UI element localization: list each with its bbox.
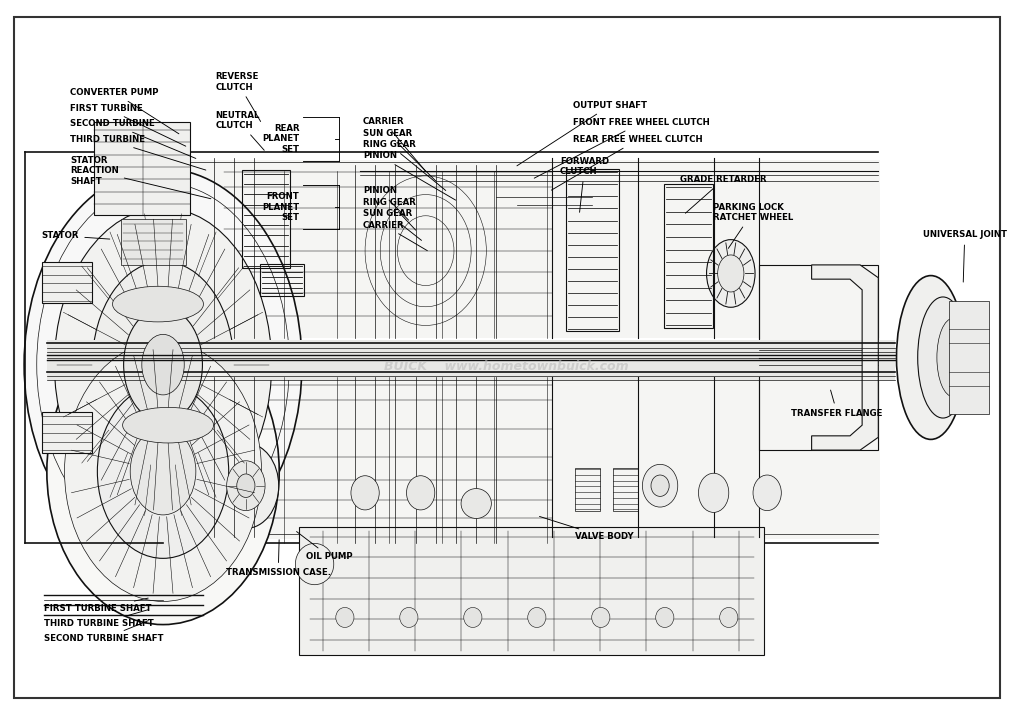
Ellipse shape xyxy=(47,318,279,625)
Text: SECOND TURBINE SHAFT: SECOND TURBINE SHAFT xyxy=(44,621,163,644)
Ellipse shape xyxy=(92,262,234,468)
Text: RING GEAR: RING GEAR xyxy=(364,198,416,230)
Ellipse shape xyxy=(655,608,674,628)
Text: CARRIER: CARRIER xyxy=(364,220,427,251)
Ellipse shape xyxy=(643,464,678,507)
Bar xyxy=(566,169,618,331)
Text: TRANSFER FLANGE: TRANSFER FLANGE xyxy=(792,390,883,418)
Text: SUN GEAR: SUN GEAR xyxy=(364,129,435,181)
Text: STATOR
REACTION
SHAFT: STATOR REACTION SHAFT xyxy=(70,156,211,199)
Text: FRONT
PLANET
SET: FRONT PLANET SET xyxy=(262,192,300,222)
Ellipse shape xyxy=(918,297,968,418)
Text: FORWARD
CLUTCH: FORWARD CLUTCH xyxy=(560,157,609,212)
Text: REVERSE
CLUTCH: REVERSE CLUTCH xyxy=(216,72,261,122)
Bar xyxy=(759,265,878,450)
Ellipse shape xyxy=(98,385,229,558)
Bar xyxy=(42,412,92,453)
Ellipse shape xyxy=(351,475,379,510)
Text: FIRST TURBINE: FIRST TURBINE xyxy=(70,104,186,146)
Ellipse shape xyxy=(698,473,729,513)
Ellipse shape xyxy=(707,240,755,307)
Ellipse shape xyxy=(213,443,278,528)
Text: UNIVERSAL JOINT: UNIVERSAL JOINT xyxy=(922,230,1006,282)
Text: REAR FREE WHEEL CLUTCH: REAR FREE WHEEL CLUTCH xyxy=(551,135,702,190)
Text: SUN GEAR: SUN GEAR xyxy=(364,209,421,240)
Text: RING GEAR: RING GEAR xyxy=(364,140,446,190)
Bar xyxy=(42,262,92,303)
Ellipse shape xyxy=(24,169,302,561)
Ellipse shape xyxy=(142,335,184,395)
Ellipse shape xyxy=(718,255,744,292)
Ellipse shape xyxy=(528,608,546,628)
Ellipse shape xyxy=(113,286,203,322)
Ellipse shape xyxy=(407,475,434,510)
Bar xyxy=(120,219,186,265)
Bar xyxy=(612,468,638,511)
Ellipse shape xyxy=(720,608,737,628)
Text: REAR
PLANET
SET: REAR PLANET SET xyxy=(262,124,300,154)
Polygon shape xyxy=(811,265,878,450)
Ellipse shape xyxy=(227,460,265,511)
Bar xyxy=(300,527,764,655)
Text: OIL PUMP: OIL PUMP xyxy=(297,531,353,561)
Ellipse shape xyxy=(400,608,418,628)
Ellipse shape xyxy=(461,488,491,518)
Ellipse shape xyxy=(336,608,354,628)
Text: CARRIER: CARRIER xyxy=(364,117,426,172)
Bar xyxy=(47,340,896,380)
Text: THIRD TURBINE: THIRD TURBINE xyxy=(70,135,205,170)
Bar xyxy=(575,468,601,511)
Bar xyxy=(163,379,880,539)
Text: CONVERTER PUMP: CONVERTER PUMP xyxy=(70,88,179,134)
Ellipse shape xyxy=(54,208,271,521)
Text: PARKING LOCK
RATCHET WHEEL: PARKING LOCK RATCHET WHEEL xyxy=(713,202,793,248)
Ellipse shape xyxy=(897,275,965,440)
Text: PINION: PINION xyxy=(364,152,456,200)
Bar xyxy=(94,122,190,215)
Text: NEUTRAL
CLUTCH: NEUTRAL CLUTCH xyxy=(216,111,264,150)
Text: FRONT FREE WHEEL CLUTCH: FRONT FREE WHEEL CLUTCH xyxy=(534,118,710,178)
Text: PINION: PINION xyxy=(364,187,409,220)
Ellipse shape xyxy=(592,608,610,628)
Text: FIRST TURBINE SHAFT: FIRST TURBINE SHAFT xyxy=(44,598,151,613)
Ellipse shape xyxy=(123,307,202,422)
Bar xyxy=(260,265,304,295)
Ellipse shape xyxy=(65,342,262,601)
Text: BUICK    www.hometownbuick.com: BUICK www.hometownbuick.com xyxy=(384,360,629,373)
Ellipse shape xyxy=(651,475,670,496)
Text: OUTPUT SHAFT: OUTPUT SHAFT xyxy=(517,101,647,166)
Text: SECOND TURBINE: SECOND TURBINE xyxy=(70,119,196,159)
Ellipse shape xyxy=(753,475,782,511)
Text: THIRD TURBINE SHAFT: THIRD TURBINE SHAFT xyxy=(44,610,154,628)
Ellipse shape xyxy=(130,428,196,515)
Bar xyxy=(163,159,880,337)
Text: TRANSMISSION CASE.: TRANSMISSION CASE. xyxy=(226,540,331,577)
Bar xyxy=(949,300,989,415)
Text: GRADE RETARDER: GRADE RETARDER xyxy=(680,175,767,213)
Ellipse shape xyxy=(237,474,255,498)
Ellipse shape xyxy=(464,608,482,628)
Ellipse shape xyxy=(937,318,969,397)
Bar xyxy=(241,170,291,268)
Ellipse shape xyxy=(296,543,334,585)
Text: VALVE BODY: VALVE BODY xyxy=(539,516,634,541)
Text: STATOR: STATOR xyxy=(42,231,110,240)
Ellipse shape xyxy=(122,408,214,443)
Bar xyxy=(664,184,713,327)
